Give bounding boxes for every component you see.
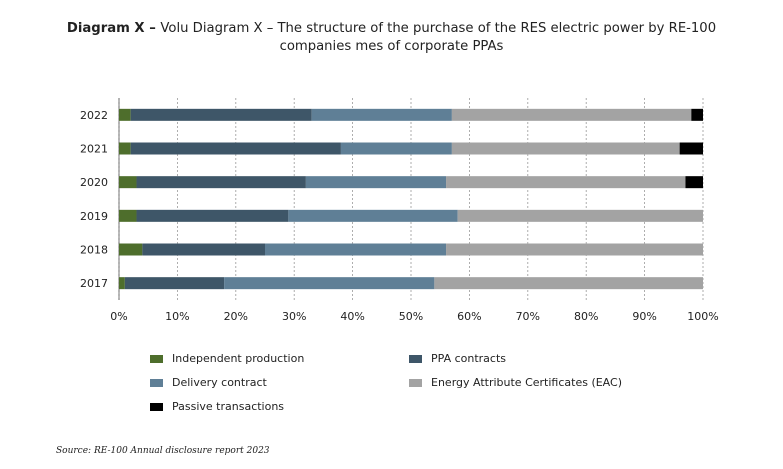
bar-segment [130, 142, 341, 155]
bar-segment [119, 209, 137, 222]
bar-segment [311, 108, 452, 121]
bar-segment [691, 108, 703, 121]
bar-segment [136, 176, 306, 189]
bar-segment [305, 176, 447, 189]
x-tick-label: 60% [457, 310, 481, 323]
bar-segment [224, 277, 435, 290]
x-tick-label: 40% [340, 310, 364, 323]
bar-segment [451, 142, 680, 155]
x-tick-label: 0% [110, 310, 127, 323]
x-tick-label: 10% [165, 310, 189, 323]
bar-segment [446, 243, 703, 256]
y-tick-label: 2020 [80, 176, 108, 189]
y-tick-label: 2019 [80, 210, 108, 223]
bar-segment [685, 176, 703, 189]
chart-title: Diagram X – Volu Diagram X – The structu… [40, 20, 743, 56]
bar-segment [679, 142, 703, 155]
bar-segment [130, 108, 312, 121]
y-tick-label: 2018 [80, 244, 108, 257]
bar-segment [446, 176, 686, 189]
bar-segment [265, 243, 447, 256]
x-tick-label: 70% [516, 310, 540, 323]
bar-segment [142, 243, 265, 256]
bar-segment [119, 176, 137, 189]
x-tick-label: 20% [224, 310, 248, 323]
bar-segment [136, 209, 289, 222]
bar-segment [457, 209, 703, 222]
bar-segment [119, 142, 131, 155]
source-note: Source: RE-100 Annual disclosure report … [56, 446, 270, 456]
bar-segment [434, 277, 703, 290]
bar-segment [451, 108, 692, 121]
bar-segment [119, 108, 131, 121]
x-tick-label: 100% [687, 310, 718, 323]
bar-segment [340, 142, 452, 155]
bar-segment [119, 243, 143, 256]
bar-segment [124, 277, 225, 290]
chart-title-text: Volu Diagram X – The structure of the pu… [160, 21, 717, 54]
x-tick-label: 30% [282, 310, 306, 323]
chart-title-bold: Diagram X – [66, 21, 161, 36]
x-tick-label: 80% [574, 310, 598, 323]
x-tick-label: 50% [399, 310, 423, 323]
y-tick-label: 2021 [80, 143, 108, 156]
bar-segment [288, 209, 458, 222]
bar-segment [119, 277, 125, 290]
y-tick-label: 2022 [80, 109, 108, 122]
y-tick-label: 2017 [80, 277, 108, 290]
x-tick-label: 90% [632, 310, 656, 323]
